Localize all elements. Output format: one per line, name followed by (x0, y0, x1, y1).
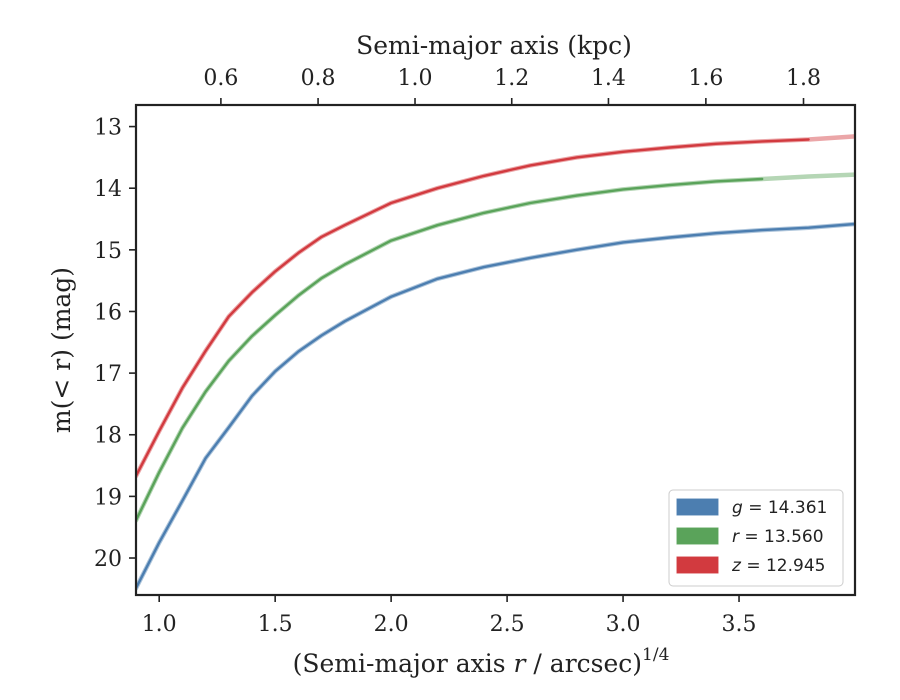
x-tick-label: 2.0 (374, 612, 409, 637)
x-tick-label: 3.0 (606, 612, 641, 637)
series-r-line (136, 177, 764, 522)
legend-swatch-r (676, 527, 719, 545)
top-tick-label: 1.4 (591, 66, 626, 91)
top-tick-label: 1.2 (494, 66, 529, 91)
top-axis-title: Semi-major axis (kpc) (356, 31, 632, 60)
series-g-line (136, 222, 855, 590)
top-tick-label: 1.6 (688, 66, 723, 91)
top-tick-label: 0.8 (301, 66, 336, 91)
y-tick-label: 16 (94, 300, 122, 325)
legend-label-r: r = 13.560 (732, 527, 824, 547)
series-z-band (136, 134, 855, 479)
top-tick-label: 1.0 (398, 66, 433, 91)
x-axis-top: 0.6 0.8 1.0 1.2 1.4 1.6 1.8 (203, 66, 821, 105)
top-tick-label: 1.8 (786, 66, 821, 91)
x-tick-label: 2.5 (490, 612, 525, 637)
series-layer (136, 134, 855, 591)
legend-swatch-z (676, 556, 719, 574)
series-z (136, 134, 855, 479)
series-g (136, 221, 855, 591)
x-tick-label: 3.5 (722, 612, 757, 637)
legend-label-z: z = 12.945 (731, 556, 825, 576)
y-tick-label: 17 (94, 362, 122, 387)
y-tick-label: 15 (94, 239, 122, 264)
x-axis-bottom: 1.0 1.5 2.0 2.5 3.0 3.5 (142, 595, 757, 637)
y-axis-left: 13 14 15 16 17 18 19 20 (94, 116, 136, 572)
x-tick-label: 1.0 (142, 612, 177, 637)
y-axis-title: m(< r) (mag) (47, 267, 76, 433)
legend-label-g: g = 14.361 (732, 498, 827, 518)
x-axis-title: (Semi-major axis r / arcsec)1/4 (293, 645, 670, 678)
plot-frame (134, 103, 857, 597)
legend: g = 14.361 r = 13.560 z = 12.945 (668, 489, 844, 587)
x-tick-label: 1.5 (258, 612, 293, 637)
legend-swatch-g (676, 498, 719, 516)
series-z-line (136, 138, 810, 478)
y-tick-label: 13 (94, 116, 122, 141)
series-r-band (136, 172, 855, 523)
y-tick-label: 14 (94, 177, 122, 202)
y-tick-label: 20 (94, 547, 122, 572)
top-tick-label: 0.6 (203, 66, 238, 91)
series-r (136, 172, 855, 523)
y-tick-label: 19 (94, 485, 122, 510)
y-tick-label: 18 (94, 424, 122, 449)
